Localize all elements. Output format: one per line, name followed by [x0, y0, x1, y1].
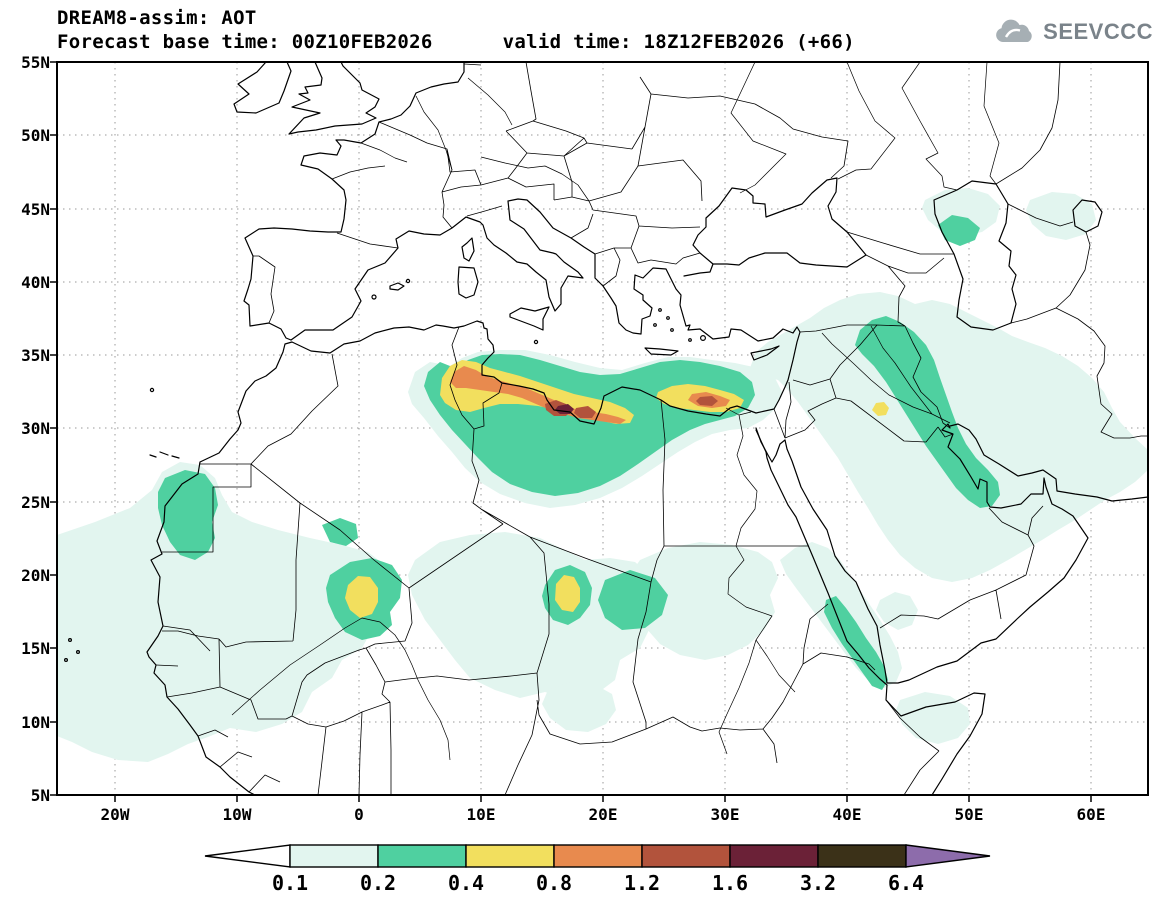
lat-axis-labels: 55N 50N 45N 40N 35N 30N 25N 20N 15N 10N … [21, 53, 50, 805]
colorbar-segment [377, 844, 467, 868]
colorbar-label: 0.4 [448, 871, 484, 895]
plot-title: DREAM8-assim: AOT [57, 7, 257, 29]
colorbar-segment [465, 844, 555, 868]
lat-label: 20N [21, 566, 50, 585]
colorbar [204, 844, 991, 868]
lat-label: 40N [21, 273, 50, 292]
colorbar-segment [641, 844, 731, 868]
lat-label: 30N [21, 419, 50, 438]
colorbar-label: 6.4 [888, 871, 924, 895]
aot-shading [57, 188, 1148, 762]
lat-label: 45N [21, 200, 50, 219]
lat-label: 15N [21, 639, 50, 658]
seevccc-logo: SEEVCCC [992, 16, 1153, 48]
lat-label: 25N [21, 493, 50, 512]
cloud-logo-icon [996, 19, 1032, 42]
colorbar-label: 1.6 [712, 871, 748, 895]
plot-subtitle: Forecast base time: 00Z10FEB2026 valid t… [57, 31, 855, 53]
rivers [231, 62, 1000, 761]
forecast-base-time: Forecast base time: 00Z10FEB2026 [57, 31, 433, 53]
lat-label: 5N [31, 786, 50, 805]
lon-label: 30E [711, 805, 740, 824]
lon-label: 20E [589, 805, 618, 824]
valid-time: valid time: 18Z12FEB2026 (+66) [502, 31, 855, 53]
lat-label: 10N [21, 713, 50, 732]
lat-label: 35N [21, 346, 50, 365]
lon-label: 50E [955, 805, 984, 824]
lon-label: 0 [354, 805, 364, 824]
axis-ticks [50, 61, 1092, 802]
lat-label: 55N [21, 53, 50, 72]
colorbar-segment [553, 844, 643, 868]
lon-label: 10E [467, 805, 496, 824]
lon-label: 60E [1077, 805, 1106, 824]
colorbar-arrow-above-max [905, 844, 991, 868]
colorbar-label: 0.2 [360, 871, 396, 895]
country-borders [155, 62, 1148, 795]
colorbar-label: 0.8 [536, 871, 572, 895]
colorbar-segment [817, 844, 907, 868]
lon-label: 40E [833, 805, 862, 824]
lon-label: 10W [223, 805, 252, 824]
logo-text: SEEVCCC [1043, 19, 1153, 44]
colorbar-label: 0.1 [272, 871, 308, 895]
colorbar-segment [289, 844, 379, 868]
colorbar-segment [729, 844, 819, 868]
lon-label: 20W [101, 805, 130, 824]
colorbar-label: 1.2 [624, 871, 660, 895]
colorbar-arrow-below-min [204, 844, 291, 868]
lon-axis-labels: 20W 10W 0 10E 20E 30E 40E 50E 60E [101, 805, 1106, 824]
lat-label: 50N [21, 126, 50, 145]
colorbar-label: 3.2 [800, 871, 836, 895]
colorbar-labels: 0.1 0.2 0.4 0.8 1.2 1.6 3.2 6.4 [272, 871, 924, 895]
